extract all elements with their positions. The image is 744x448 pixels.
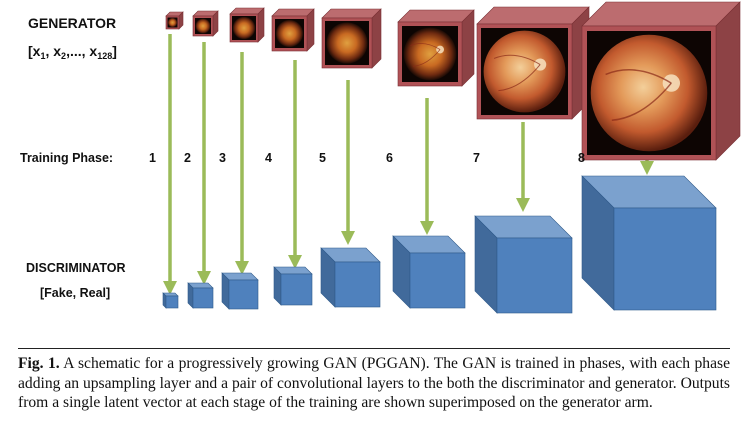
generator-cubes (165, 1, 741, 161)
discriminator-cube-4 (273, 266, 313, 306)
phase-arrows (163, 34, 654, 295)
discriminator-cubes (162, 175, 717, 314)
caption-text: A schematic for a progressively growing … (18, 355, 730, 411)
discriminator-cube-8 (581, 175, 717, 311)
phase-number-3: 3 (219, 151, 226, 165)
generator-cube-2 (192, 10, 219, 37)
generator-label: GENERATOR (28, 15, 116, 31)
phase-number-1: 1 (149, 151, 156, 165)
figure-caption: Fig. 1. A schematic for a progressively … (18, 354, 730, 413)
generator-cube-5 (321, 8, 382, 69)
phase-number-6: 6 (386, 151, 393, 165)
phase-number-5: 5 (319, 151, 326, 165)
generator-cube-8 (581, 1, 741, 161)
discriminator-cube-2 (187, 282, 214, 309)
discriminator-label: DISCRIMINATOR (26, 261, 126, 275)
training-phase-label: Training Phase: (20, 151, 113, 165)
phase-number-7: 7 (473, 151, 480, 165)
discriminator-cube-5 (320, 247, 381, 308)
discriminator-cube-7 (474, 215, 573, 314)
discriminator-cube-1 (162, 292, 179, 309)
phase-number-2: 2 (184, 151, 191, 165)
discriminator-output-label: [Fake, Real] (40, 286, 110, 300)
discriminator-cube-3 (221, 272, 259, 310)
generator-cube-3 (229, 7, 265, 43)
phase-number-4: 4 (265, 151, 272, 165)
discriminator-cube-6 (392, 235, 466, 309)
generator-cube-6 (397, 9, 475, 87)
generator-cube-7 (476, 6, 590, 120)
pggan-diagram: GENERATOR [x1, x2,..., x128] Training Ph… (20, 1, 741, 314)
latent-vector-label: [x1, x2,..., x128] (28, 43, 117, 61)
figure-label: Fig. 1. (18, 355, 60, 372)
generator-cube-4 (271, 8, 315, 52)
phase-numbers: 1 2 3 4 5 6 7 8 (149, 151, 585, 165)
caption-divider (18, 348, 730, 349)
phase-number-8: 8 (578, 151, 585, 165)
generator-cube-1 (165, 11, 184, 30)
